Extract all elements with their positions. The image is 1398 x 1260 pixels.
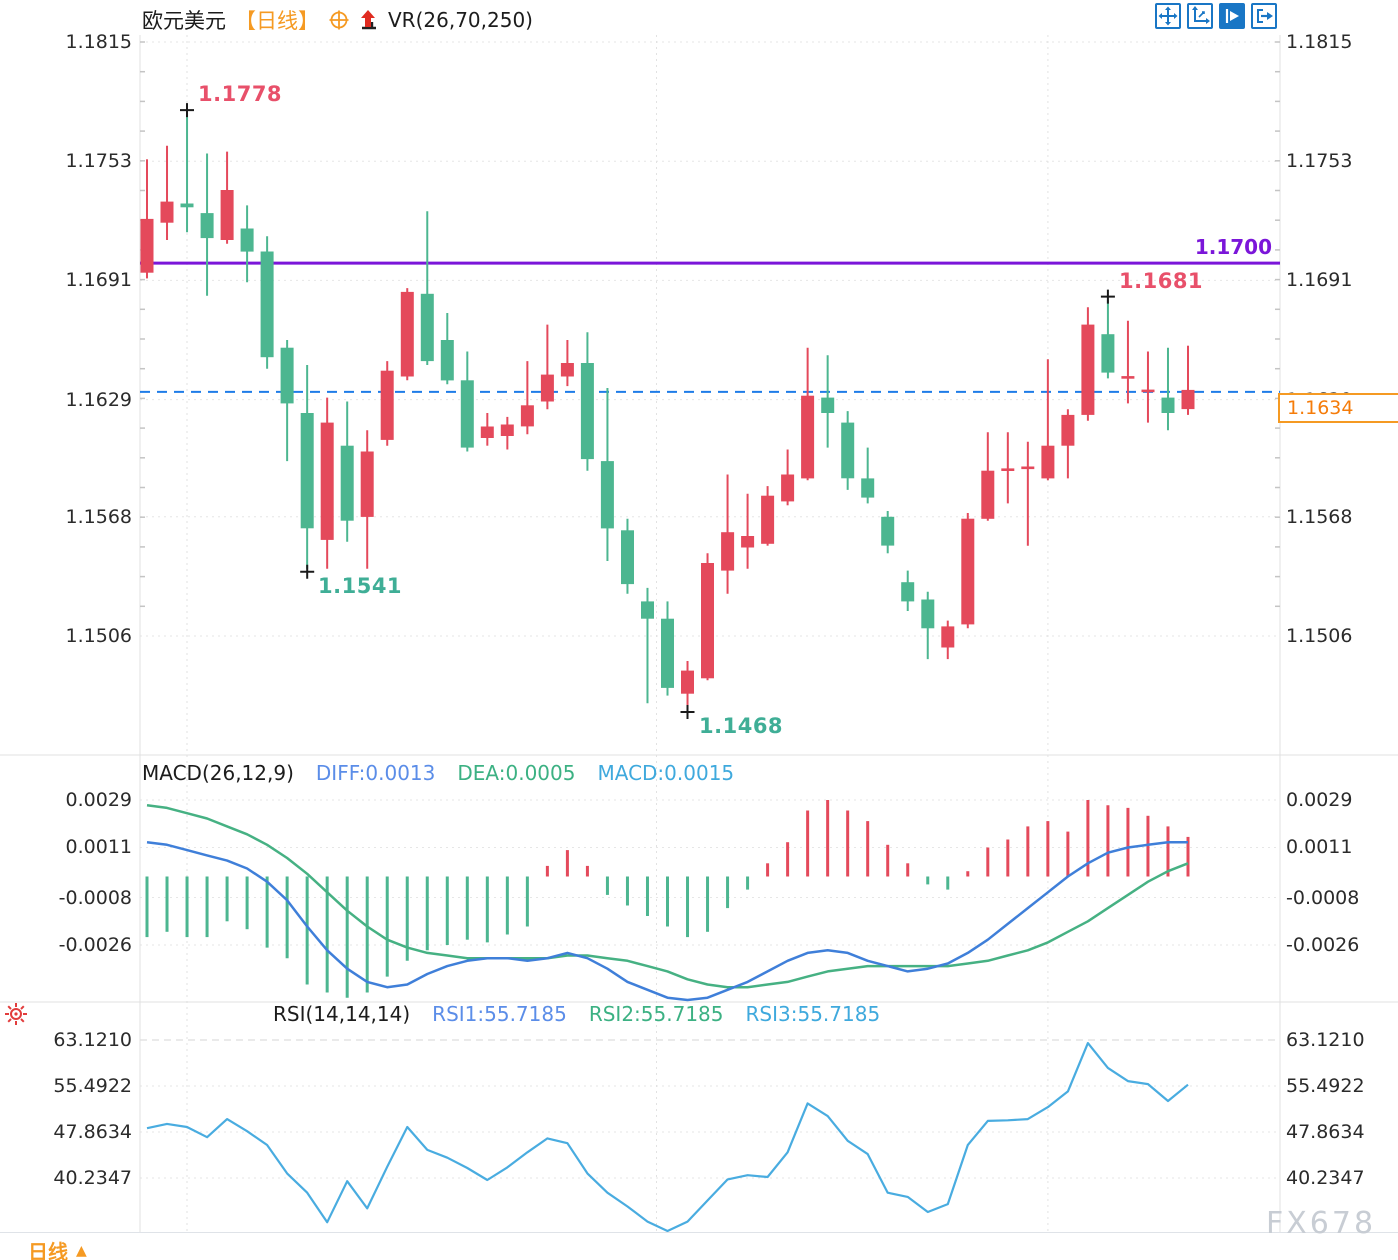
rsi-axis-tick-left: 55.4922 (53, 1075, 132, 1097)
rsi-axis-tick-right: 55.4922 (1286, 1075, 1365, 1097)
time-axis-bar (0, 1232, 1398, 1260)
macd-axis-tick-right: -0.0008 (1286, 886, 1360, 909)
buy-signal-arrow-icon (359, 8, 379, 32)
indicator-settings-sun-icon[interactable] (3, 1001, 29, 1031)
macd-axis-tick-left: 0.0029 (65, 789, 132, 811)
price-axis-tick-left: 1.1506 (65, 625, 132, 647)
macd-axis-tick-left: -0.0026 (58, 934, 132, 956)
price-axis-tick-left: 1.1753 (65, 150, 132, 173)
rsi-axis-tick-left: 47.8634 (53, 1121, 132, 1143)
rsi1-readout: RSI1:55.7185 (432, 1002, 567, 1026)
hline-price-label: 1.1700 (1194, 235, 1272, 259)
macd-dea-readout: DEA:0.0005 (457, 761, 576, 785)
price-axis-tick-left: 1.1691 (65, 269, 132, 292)
indicator-panel-icon[interactable] (1219, 3, 1245, 29)
price-axis-tick-right: 1.1691 (1286, 269, 1353, 292)
macd-params-label: MACD(26,12,9) (142, 761, 294, 785)
price-axis-tick-left: 1.1815 (65, 31, 132, 53)
macd-axis-tick-right: 0.0011 (1286, 836, 1353, 859)
timeframe-selector-label: 日线 (28, 1240, 68, 1260)
annotation-high-2: 1.1681 (1119, 269, 1204, 293)
macd-axis-tick-right: -0.0026 (1286, 934, 1360, 956)
axis-scale-icon[interactable] (1187, 3, 1213, 29)
rsi-axis-tick-left: 40.2347 (53, 1167, 132, 1189)
fx678-watermark: FX678 (1266, 1206, 1377, 1241)
chart-toolbar (1155, 3, 1277, 29)
rsi-axis-tick-right: 63.1210 (1286, 1029, 1365, 1051)
macd-diff-readout: DIFF:0.0013 (315, 761, 436, 785)
macd-axis-tick-right: 0.0029 (1286, 789, 1353, 811)
price-axis-tick-right: 1.1568 (1286, 505, 1353, 528)
price-axis-tick-right: 1.1815 (1286, 31, 1353, 53)
price-axis-tick-left: 1.1568 (65, 505, 132, 528)
rsi-axis-tick-right: 40.2347 (1286, 1167, 1365, 1189)
move-crosshair-icon[interactable] (1155, 3, 1181, 29)
rsi-params-label: RSI(14,14,14) (273, 1002, 411, 1026)
current-price-tag: 1.1634 (1278, 393, 1398, 423)
symbol-name: 欧元美元 (142, 9, 226, 33)
macd-axis-tick-left: 0.0011 (65, 836, 132, 859)
add-indicator-icon[interactable] (328, 9, 350, 31)
triangle-up-icon: ▲ (76, 1242, 87, 1259)
price-axis-tick-left: 1.1629 (65, 388, 132, 411)
rsi-axis-tick-right: 47.8634 (1286, 1121, 1365, 1143)
annotation-low-2: 1.1468 (699, 714, 784, 738)
macd-value-readout: MACD:0.0015 (597, 761, 735, 785)
timeframe-selector[interactable]: 日线 ▲ (28, 1236, 87, 1260)
rsi-header: RSI(14,14,14) RSI1:55.7185 RSI2:55.7185 … (273, 1002, 880, 1026)
export-arrow-icon[interactable] (1251, 3, 1277, 29)
rsi2-readout: RSI2:55.7185 (588, 1002, 724, 1026)
chart-header: 欧元美元 【日线】 VR(26,70,250) (142, 5, 533, 35)
timeframe-tag: 【日线】 (235, 9, 319, 33)
price-axis-tick-right: 1.1753 (1286, 150, 1353, 173)
overlay-indicator-label: VR(26,70,250) (388, 8, 533, 32)
annotation-low-1: 1.1541 (318, 574, 403, 598)
rsi-axis-tick-left: 63.1210 (53, 1029, 132, 1051)
macd-axis-tick-left: -0.0008 (58, 886, 132, 909)
annotation-high-1: 1.1778 (198, 82, 283, 106)
macd-header: MACD(26,12,9) DIFF:0.0013 DEA:0.0005 MAC… (142, 761, 734, 785)
price-axis-tick-right: 1.1506 (1286, 625, 1353, 647)
rsi3-readout: RSI3:55.7185 (745, 1002, 881, 1026)
